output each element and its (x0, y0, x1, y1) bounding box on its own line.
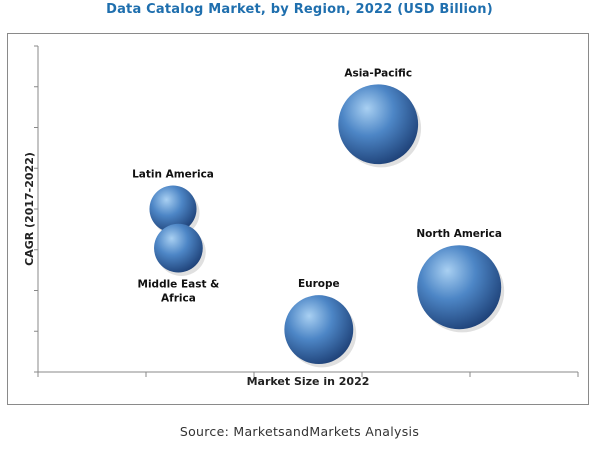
bubble-label-latin-america: Latin America (132, 168, 214, 180)
bubble-north-america (417, 245, 502, 330)
x-axis-label: Market Size in 2022 (247, 375, 370, 388)
bubble-label-north-america: North America (416, 228, 502, 240)
bubble-label-europe: Europe (298, 278, 340, 290)
bubble-asia-pacific (338, 84, 419, 165)
y-axis-label: CAGR (2017-2022) (23, 152, 36, 266)
bubble-label-asia-pacific: Asia-Pacific (344, 67, 412, 79)
bubble-europe (284, 295, 354, 365)
bubble-label-middle-east-africa: Middle East & Africa (138, 278, 220, 304)
chart-title: Data Catalog Market, by Region, 2022 (US… (106, 2, 493, 17)
source-note: Source: MarketsandMarkets Analysis (179, 424, 420, 439)
bubble-latin-america (149, 185, 197, 233)
bubble-middle-east-africa (154, 223, 203, 273)
